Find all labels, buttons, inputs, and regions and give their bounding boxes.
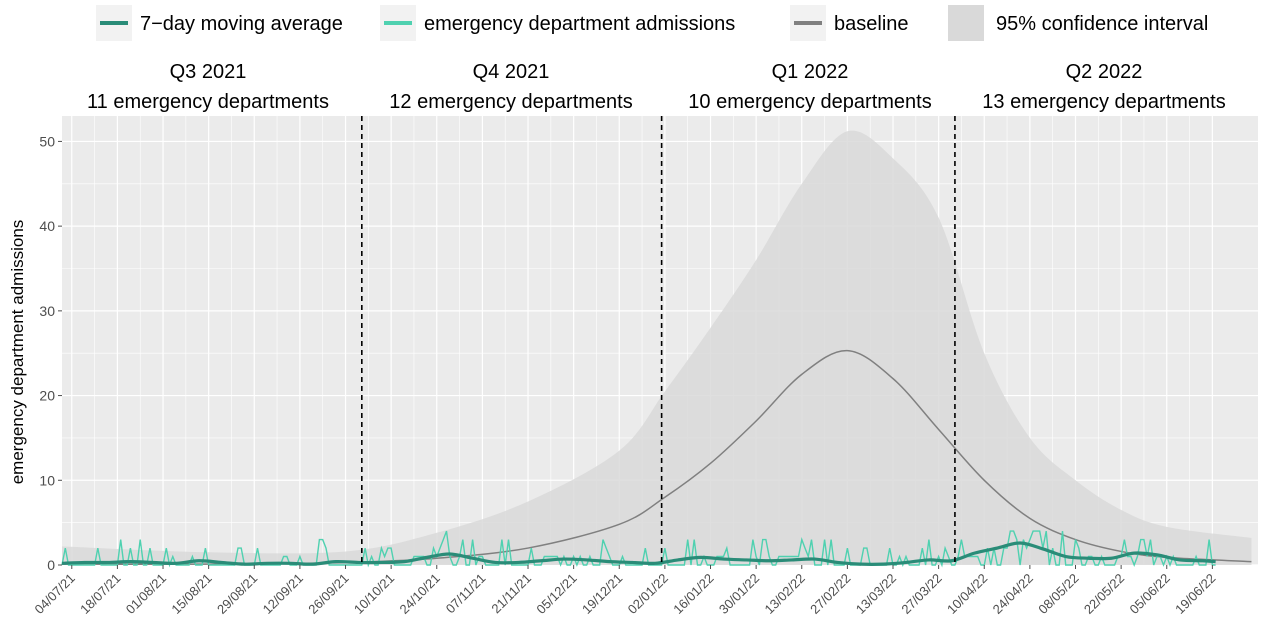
x-tick-label: 24/10/21	[396, 571, 442, 617]
y-tick-label: 0	[47, 557, 55, 573]
moving-average-line	[61, 541, 1216, 566]
x-tick-label: 22/05/22	[1081, 571, 1127, 617]
quarter-label-q2-2022: Q2 2022	[1066, 61, 1143, 83]
x-tick-label: 04/07/21	[32, 571, 78, 617]
x-tick-label: 01/08/21	[123, 571, 169, 617]
y-tick-label: 10	[39, 472, 55, 488]
x-tick-label: 30/01/22	[716, 571, 762, 617]
y-tick-label: 40	[39, 218, 55, 234]
x-tick-label: 10/04/22	[944, 571, 990, 617]
x-tick-label: 05/06/22	[1126, 571, 1172, 617]
x-tick-label: 26/09/21	[305, 571, 351, 617]
x-tick-label: 05/12/21	[533, 571, 579, 617]
y-tick-label: 30	[39, 303, 55, 319]
quarter-label-q1-2022: Q1 2022	[772, 61, 849, 83]
x-tick-label: 27/02/22	[807, 571, 853, 617]
legend-item-baseline: baseline	[790, 5, 909, 41]
legend-label-admissions: emergency department admissions	[424, 13, 735, 35]
y-tick-label: 20	[39, 388, 55, 404]
legend-item-moving-average: 7−day moving average	[96, 5, 343, 41]
y-axis-title: emergency department admissions	[8, 220, 27, 485]
legend-item-admissions: emergency department admissions	[380, 5, 735, 41]
quarter-labels: Q3 2021 11 emergency departments Q4 2021…	[87, 61, 1226, 113]
legend-label-baseline: baseline	[834, 13, 909, 35]
quarter-sublabel-q2-2022: 13 emergency departments	[982, 91, 1225, 113]
quarter-sublabel-q4-2021: 12 emergency departments	[389, 91, 632, 113]
x-tick-label: 12/09/21	[260, 571, 306, 617]
plot-area: 0 10 20 30 40 50 04/07/21 18/07/21 01/08/21 15/08…	[32, 116, 1258, 617]
x-tick-label: 10/10/21	[351, 571, 397, 617]
x-tick-label: 02/01/22	[625, 571, 671, 617]
x-tick-label: 13/02/22	[761, 571, 807, 617]
x-tick-label: 15/08/21	[168, 571, 214, 617]
x-tick-label: 07/11/21	[443, 571, 489, 617]
x-tick-label: 27/03/22	[898, 571, 944, 617]
x-tick-label: 16/01/22	[670, 571, 716, 617]
x-tick-label: 19/12/21	[579, 571, 625, 617]
quarter-sublabel-q1-2022: 10 emergency departments	[688, 91, 931, 113]
x-tick-label: 24/04/22	[990, 571, 1036, 617]
legend-label-confidence-interval: 95% confidence interval	[996, 13, 1208, 35]
quarter-sublabel-q3-2021: 11 emergency departments	[87, 91, 329, 113]
x-tick-label: 29/08/21	[214, 571, 260, 617]
x-tick-label: 08/05/22	[1035, 571, 1081, 617]
quarter-label-q3-2021: Q3 2021	[170, 61, 247, 83]
confidence-interval-band	[62, 130, 1252, 565]
x-tick-label: 18/07/21	[77, 571, 123, 617]
x-tick-label: 21/11/21	[488, 571, 534, 617]
y-tick-label: 50	[39, 133, 55, 149]
legend-label-moving-average: 7−day moving average	[140, 13, 343, 35]
legend-item-confidence-interval: 95% confidence interval	[948, 5, 1208, 41]
x-tick-label: 13/03/22	[853, 571, 899, 617]
x-tick-label: 19/06/22	[1172, 571, 1218, 617]
quarter-label-q4-2021: Q4 2021	[473, 61, 550, 83]
legend: 7−day moving average emergency departmen…	[96, 5, 1208, 41]
